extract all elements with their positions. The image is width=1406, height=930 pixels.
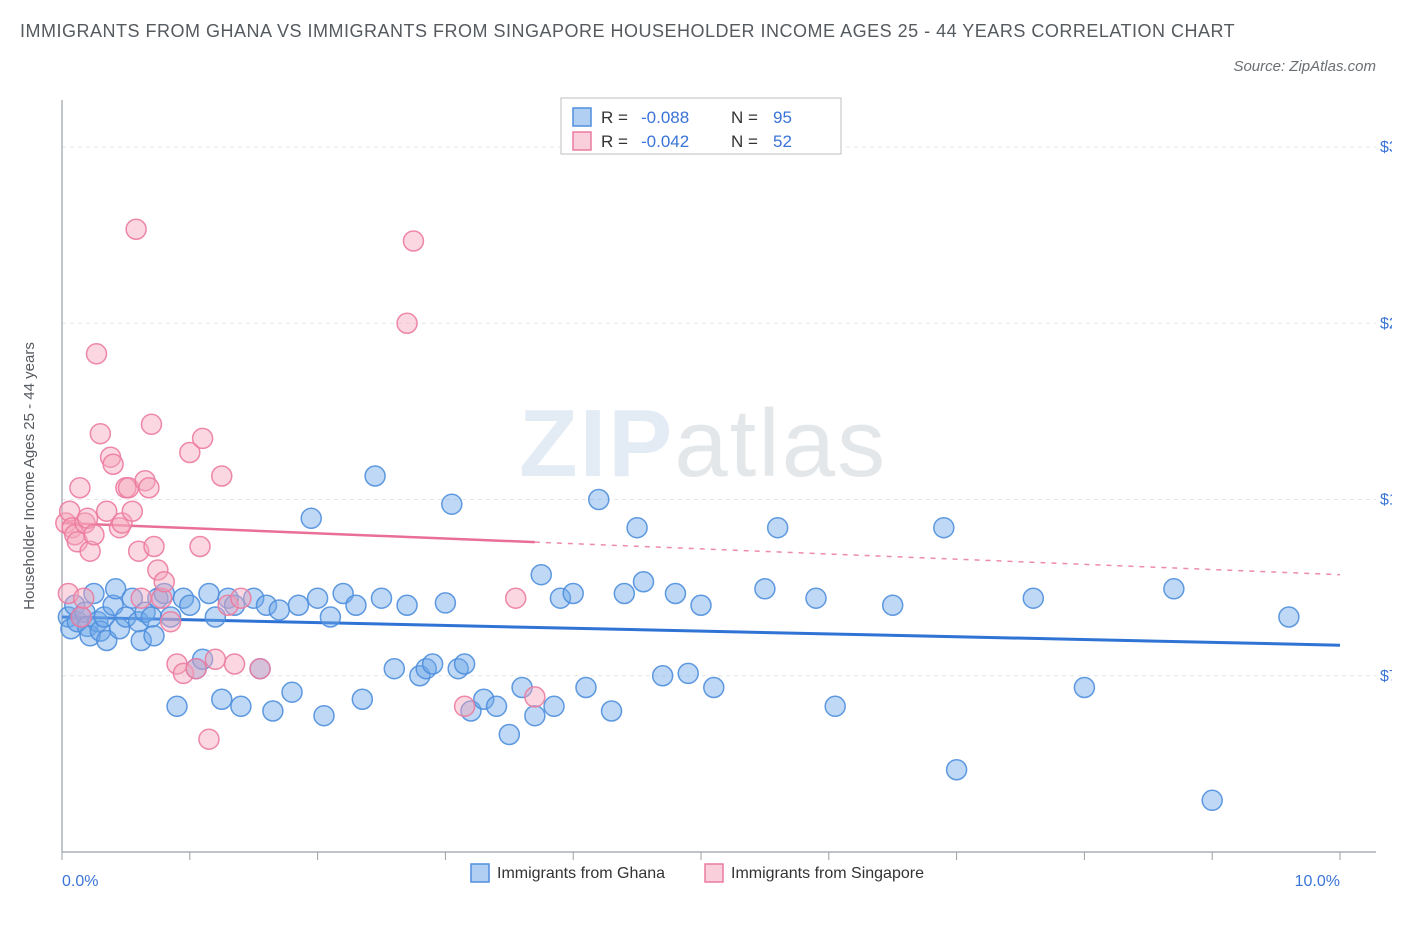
svg-text:Householder Income Ages 25 - 4: Householder Income Ages 25 - 44 years: [21, 342, 38, 610]
svg-text:$225,000: $225,000: [1380, 315, 1392, 332]
correlation-chart: 0.0% 10.0% $75,000 $150,000 $225,000 $300,000…: [14, 92, 1392, 892]
svg-text:10.0%: 10.0%: [1295, 873, 1340, 890]
svg-text:$75,000: $75,000: [1380, 668, 1392, 685]
svg-text:0.0%: 0.0%: [62, 873, 98, 890]
svg-text:N =: N =: [731, 108, 758, 127]
svg-text:-0.088: -0.088: [641, 108, 689, 127]
source-label: Source: ZipAtlas.com: [1233, 58, 1376, 75]
svg-text:R =: R =: [601, 132, 628, 151]
page-title: IMMIGRANTS FROM GHANA VS IMMIGRANTS FROM…: [20, 18, 1386, 45]
svg-text:$150,000: $150,000: [1380, 492, 1392, 509]
svg-text:N =: N =: [731, 132, 758, 151]
svg-text:$300,000: $300,000: [1380, 139, 1392, 156]
svg-text:Immigrants from Singapore: Immigrants from Singapore: [731, 865, 924, 882]
svg-text:R =: R =: [601, 108, 628, 127]
svg-text:52: 52: [773, 132, 792, 151]
svg-text:Immigrants from Ghana: Immigrants from Ghana: [497, 865, 665, 882]
svg-text:95: 95: [773, 108, 792, 127]
svg-text:-0.042: -0.042: [641, 132, 689, 151]
